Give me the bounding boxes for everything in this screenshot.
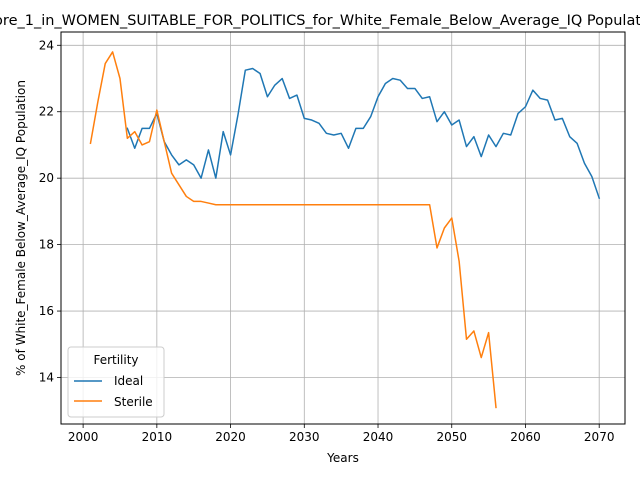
series-lines	[89, 51, 601, 409]
chart-title: Score_1_in_WOMEN_SUITABLE_FOR_POLITICS_f…	[0, 13, 640, 29]
legend-label-ideal: Ideal	[114, 374, 143, 388]
x-tick-label: 2010	[142, 430, 173, 444]
x-tick-label: 2030	[289, 430, 320, 444]
y-tick-label: 22	[39, 105, 54, 119]
x-tick-label: 2050	[436, 430, 467, 444]
legend-label-sterile: Sterile	[114, 395, 153, 409]
x-tick-label: 2040	[363, 430, 394, 444]
y-tick-label: 16	[39, 304, 54, 318]
grid	[61, 32, 625, 424]
x-tick-label: 2020	[215, 430, 246, 444]
x-axis-ticks: 2000 2010 2020 2030 2040 2050 2060 2070	[68, 424, 615, 444]
legend-box	[67, 346, 165, 418]
y-tick-label: 20	[39, 171, 54, 185]
y-tick-label: 24	[39, 38, 54, 52]
plot-area-frame	[60, 31, 626, 425]
series-line-ideal	[126, 67, 601, 200]
x-tick-label: 2070	[584, 430, 615, 444]
y-tick-label: 14	[39, 370, 54, 384]
x-axis-label: Years	[326, 451, 359, 465]
y-tick-label: 18	[39, 238, 54, 252]
series-line-sterile	[89, 51, 497, 409]
x-tick-label: 2060	[510, 430, 541, 444]
legend: Fertility Ideal Sterile	[67, 346, 165, 418]
y-axis-label: % of White_Female Below_Average_IQ Popul…	[14, 80, 28, 376]
legend-title: Fertility	[93, 353, 138, 367]
x-tick-label: 2000	[68, 430, 99, 444]
y-axis-ticks: 14 16 18 20 22 24	[39, 38, 61, 384]
